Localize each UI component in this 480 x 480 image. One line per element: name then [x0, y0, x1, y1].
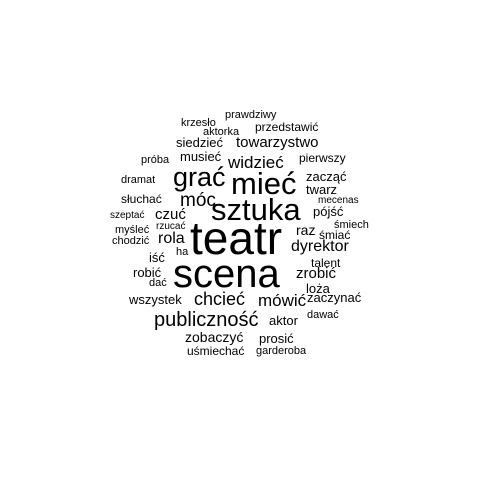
word: śmiać: [319, 228, 351, 242]
word: aktorka: [203, 126, 240, 138]
word: rzucać: [156, 221, 186, 232]
word: zaczynać: [307, 290, 362, 305]
word: scena: [173, 252, 280, 296]
word: grać: [173, 162, 226, 192]
word: siedzieć: [176, 135, 223, 150]
word: raz: [296, 222, 316, 238]
word: dyrektor: [291, 238, 349, 255]
word: ha: [176, 246, 189, 258]
word: zrobić: [296, 265, 337, 282]
word: dawać: [307, 309, 339, 321]
word: próba: [141, 154, 170, 166]
word: uśmiechać: [187, 344, 245, 358]
word: szeptać: [110, 210, 145, 221]
word: prawdziwy: [225, 109, 277, 121]
word: towarzystwo: [236, 134, 319, 151]
word: publiczność: [154, 309, 259, 331]
word: sztuka: [211, 192, 301, 227]
word: przedstawić: [255, 120, 319, 134]
word: mówić: [258, 291, 307, 310]
word: myśleć: [115, 224, 150, 236]
word: dramat: [121, 174, 156, 186]
word: chcieć: [194, 289, 246, 309]
word: wszystek: [129, 292, 182, 307]
word: śmiech: [334, 219, 369, 231]
word: robić: [133, 265, 162, 280]
word: rola: [158, 230, 185, 247]
word: musieć: [180, 149, 222, 164]
word: zobaczyć: [185, 329, 244, 345]
word: widzieć: [228, 153, 284, 172]
word: dać: [149, 277, 167, 289]
word: twarz: [306, 182, 338, 197]
word: loża: [306, 281, 330, 296]
word: pierwszy: [299, 151, 346, 165]
word: słuchać: [121, 192, 162, 206]
word: mecenas: [318, 195, 359, 206]
word: mieć: [231, 166, 297, 201]
word: pójść: [313, 204, 344, 219]
word: prosić: [259, 331, 294, 346]
word: teatr: [190, 212, 283, 264]
word: iść: [149, 250, 165, 265]
word: zacząć: [306, 169, 347, 184]
word: krzesło: [181, 117, 216, 129]
word: garderoba: [256, 345, 307, 357]
word: chodzić: [112, 235, 150, 247]
word: móc: [180, 190, 216, 211]
word: aktor: [269, 313, 298, 328]
word: czuć: [155, 206, 186, 223]
word: talent: [311, 256, 341, 270]
